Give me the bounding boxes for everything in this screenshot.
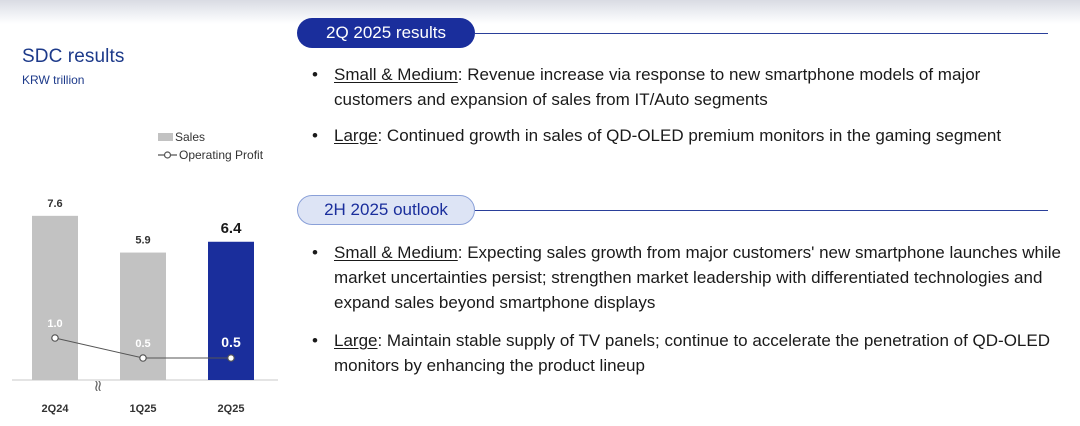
results-bullet-large: Large: Continued growth in sales of QD-O… xyxy=(310,123,1080,148)
bullet-text: : Maintain stable supply of TV panels; c… xyxy=(334,331,1050,375)
outlook-bullet-large: Large: Maintain stable supply of TV pane… xyxy=(310,328,1054,378)
category-label-2q25: 2Q25 xyxy=(218,403,245,415)
operating-profit-value-label: 0.5 xyxy=(135,338,150,350)
axis-break-icon: ≈ xyxy=(89,379,108,392)
results-heading-rule xyxy=(474,33,1048,34)
outlook-heading-pill: 2H 2025 outlook xyxy=(297,195,475,225)
chart-title: SDC results xyxy=(22,46,125,67)
legend-item-sales: Sales xyxy=(158,128,263,146)
sales-value-label: 6.4 xyxy=(221,220,243,237)
legend-sales-label: Sales xyxy=(175,130,206,144)
results-bullet-small-medium: Small & Medium: Revenue increase via res… xyxy=(310,62,984,112)
operating-profit-point xyxy=(227,354,235,362)
chart-unit-label: KRW trillion xyxy=(22,73,85,87)
operating-profit-value-label: 1.0 xyxy=(47,318,62,330)
bullet-term: Small & Medium xyxy=(334,243,458,262)
legend-operating-profit-label: Operating Profit xyxy=(179,148,264,162)
legend-line-marker-icon xyxy=(158,151,177,159)
bullet-text: : Revenue increase via response to new s… xyxy=(334,65,981,109)
results-bullet-list: Small & Medium: Revenue increase via res… xyxy=(310,62,1070,148)
category-label-1q25: 1Q25 xyxy=(130,403,157,415)
operating-profit-point xyxy=(51,334,59,342)
bullet-term: Large xyxy=(334,331,378,350)
category-label-2q24: 2Q24 xyxy=(42,403,70,415)
top-gradient-band xyxy=(0,0,1080,24)
legend-sales-swatch xyxy=(158,133,173,141)
bullet-text: : Expecting sales growth from major cust… xyxy=(334,243,1061,312)
operating-profit-point xyxy=(139,354,147,362)
outlook-bullet-small-medium: Small & Medium: Expecting sales growth f… xyxy=(310,240,1074,315)
operating-profit-value-label: 0.5 xyxy=(221,334,241,350)
outlook-bullet-list: Small & Medium: Expecting sales growth f… xyxy=(310,240,1070,378)
bullet-term: Small & Medium xyxy=(334,65,458,84)
chart-legend: Sales Operating Profit xyxy=(158,128,263,164)
bullet-term: Large xyxy=(334,126,378,145)
sales-value-label: 7.6 xyxy=(47,198,62,210)
sales-value-label: 5.9 xyxy=(135,235,150,247)
results-heading-pill: 2Q 2025 results xyxy=(297,18,475,48)
bullet-text: : Continued growth in sales of QD-OLED p… xyxy=(377,126,1002,145)
sales-bar-2q24 xyxy=(32,215,78,380)
legend-item-operating-profit: Operating Profit xyxy=(158,146,263,164)
sdc-results-chart: 7.6 5.9 6.4 1.0 0.5 0.5 ≈2Q24 1Q25 2Q25 xyxy=(12,198,278,415)
outlook-heading-rule xyxy=(475,210,1048,211)
